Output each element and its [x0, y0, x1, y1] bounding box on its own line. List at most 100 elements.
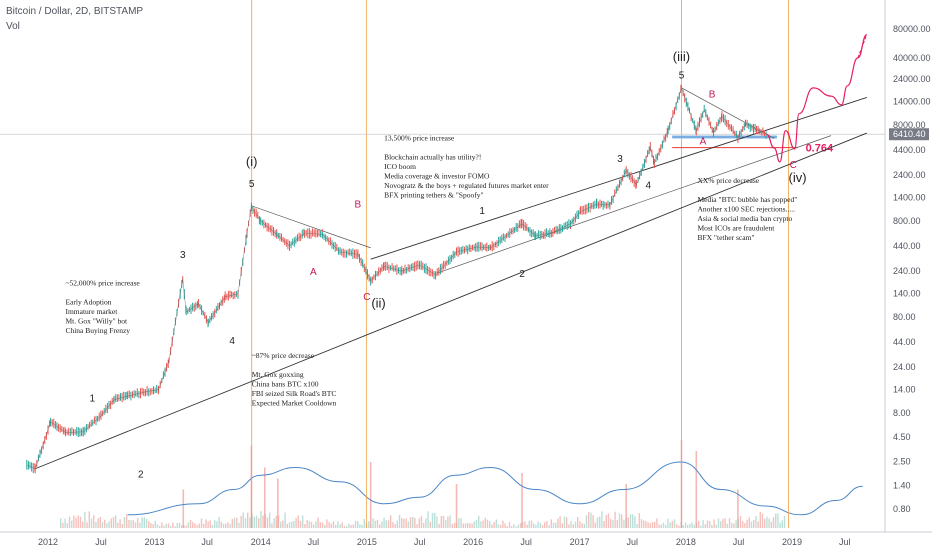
volume-bar — [132, 520, 134, 528]
volume-bar — [640, 519, 643, 528]
volume-bar — [770, 521, 772, 528]
volume-bar — [266, 517, 269, 528]
annotation-line: Most ICOs are fraudulent — [697, 223, 775, 232]
volume-bar — [130, 520, 132, 528]
volume-bar — [665, 524, 667, 528]
x-tick-label: 2017 — [570, 537, 590, 547]
volume-bar — [341, 522, 343, 528]
projection-tail — [857, 34, 868, 59]
volume-bar — [262, 515, 264, 528]
volume-bar — [568, 524, 570, 528]
wave-label: (ii) — [371, 296, 385, 311]
volume-bar — [330, 523, 332, 528]
y-tick-label: 4400.00 — [893, 145, 926, 155]
volume-bar — [649, 523, 651, 528]
volume-bar — [249, 517, 251, 528]
volume-spike — [521, 473, 523, 528]
volume-bar — [601, 511, 603, 528]
volume-bar — [605, 515, 607, 528]
trendline — [251, 205, 371, 249]
wave-label: A — [310, 267, 317, 278]
wave-label: 3 — [180, 250, 186, 261]
volume-bar — [112, 517, 115, 528]
volume-bar — [412, 516, 414, 528]
volume-bar — [416, 524, 418, 528]
volume-bar — [467, 522, 469, 528]
volume-bar — [260, 511, 262, 528]
volume-bar — [462, 523, 464, 528]
volume-bar — [627, 517, 629, 528]
volume-bar — [706, 520, 709, 528]
volume-bar — [220, 521, 222, 528]
volume-bar — [308, 521, 310, 528]
volume-spike — [263, 467, 266, 528]
volume-bar — [185, 525, 187, 528]
volume-bar — [764, 518, 766, 528]
volume-bar — [357, 521, 359, 528]
volume-bar — [233, 517, 236, 528]
volume-bar — [361, 525, 363, 528]
wave-label: 5 — [249, 179, 255, 190]
volume-bar — [577, 517, 579, 528]
volume-bar — [181, 525, 183, 528]
volume-bar — [381, 521, 383, 528]
wave-label: 2 — [138, 470, 144, 481]
x-tick-label: Jul — [414, 537, 426, 547]
cycle-markers — [251, 0, 789, 528]
volume-bar — [167, 523, 170, 528]
volume-bar — [282, 520, 284, 528]
price-series — [26, 34, 868, 474]
volume-bar — [255, 515, 258, 528]
annotation-line: China Buying Frenzy — [65, 326, 130, 335]
volume-bar — [407, 521, 409, 528]
volume-bar — [777, 513, 779, 528]
volume-bar — [68, 516, 71, 528]
wave-label: 1 — [89, 394, 95, 405]
volume-bar — [418, 518, 420, 528]
volume-bar — [594, 522, 596, 528]
volume-bar — [673, 519, 676, 528]
annotation-line: Media "BTC bubble has popped" — [697, 195, 797, 204]
volume-bar — [550, 519, 552, 528]
volume-bar — [376, 519, 379, 528]
volume-bar — [86, 522, 88, 528]
volume-bar — [156, 524, 159, 528]
volume-bar — [88, 511, 90, 528]
volume-bar — [660, 524, 662, 528]
volume-bar — [759, 511, 761, 528]
volume-bar — [599, 516, 601, 528]
volume-pane — [60, 440, 863, 528]
volume-bar — [209, 520, 211, 528]
volume-bar — [273, 518, 275, 528]
volume-bar — [128, 520, 130, 528]
volume-bar — [178, 522, 181, 528]
volume-bar — [271, 523, 273, 528]
volume-bar — [746, 519, 748, 528]
volume-bar — [519, 523, 522, 528]
volume-bar — [636, 524, 638, 528]
volume-bar — [324, 524, 326, 528]
volume-bar — [108, 521, 110, 528]
volume-bar — [154, 520, 156, 528]
volume-spike — [737, 489, 739, 528]
current-price-label: 6410.40 — [893, 129, 926, 139]
volume-bar — [115, 515, 117, 528]
volume-bar — [165, 523, 167, 528]
volume-bar — [445, 520, 447, 528]
wave-label: B — [709, 89, 716, 100]
trendline — [35, 132, 867, 470]
annotation-line: Early Adoption — [65, 298, 111, 307]
x-tick-label: 2019 — [782, 537, 802, 547]
volume-bar — [761, 513, 764, 528]
volume-bar — [493, 522, 495, 528]
volume-bar — [253, 516, 255, 528]
volume-bar — [95, 521, 97, 528]
volume-bar — [79, 516, 82, 528]
y-tick-label: 1400.00 — [893, 193, 926, 203]
volume-bar — [768, 518, 770, 528]
volume-bar — [561, 523, 563, 528]
volume-bar — [227, 522, 229, 528]
volume-bar — [390, 515, 392, 528]
volume-bar — [405, 518, 407, 528]
